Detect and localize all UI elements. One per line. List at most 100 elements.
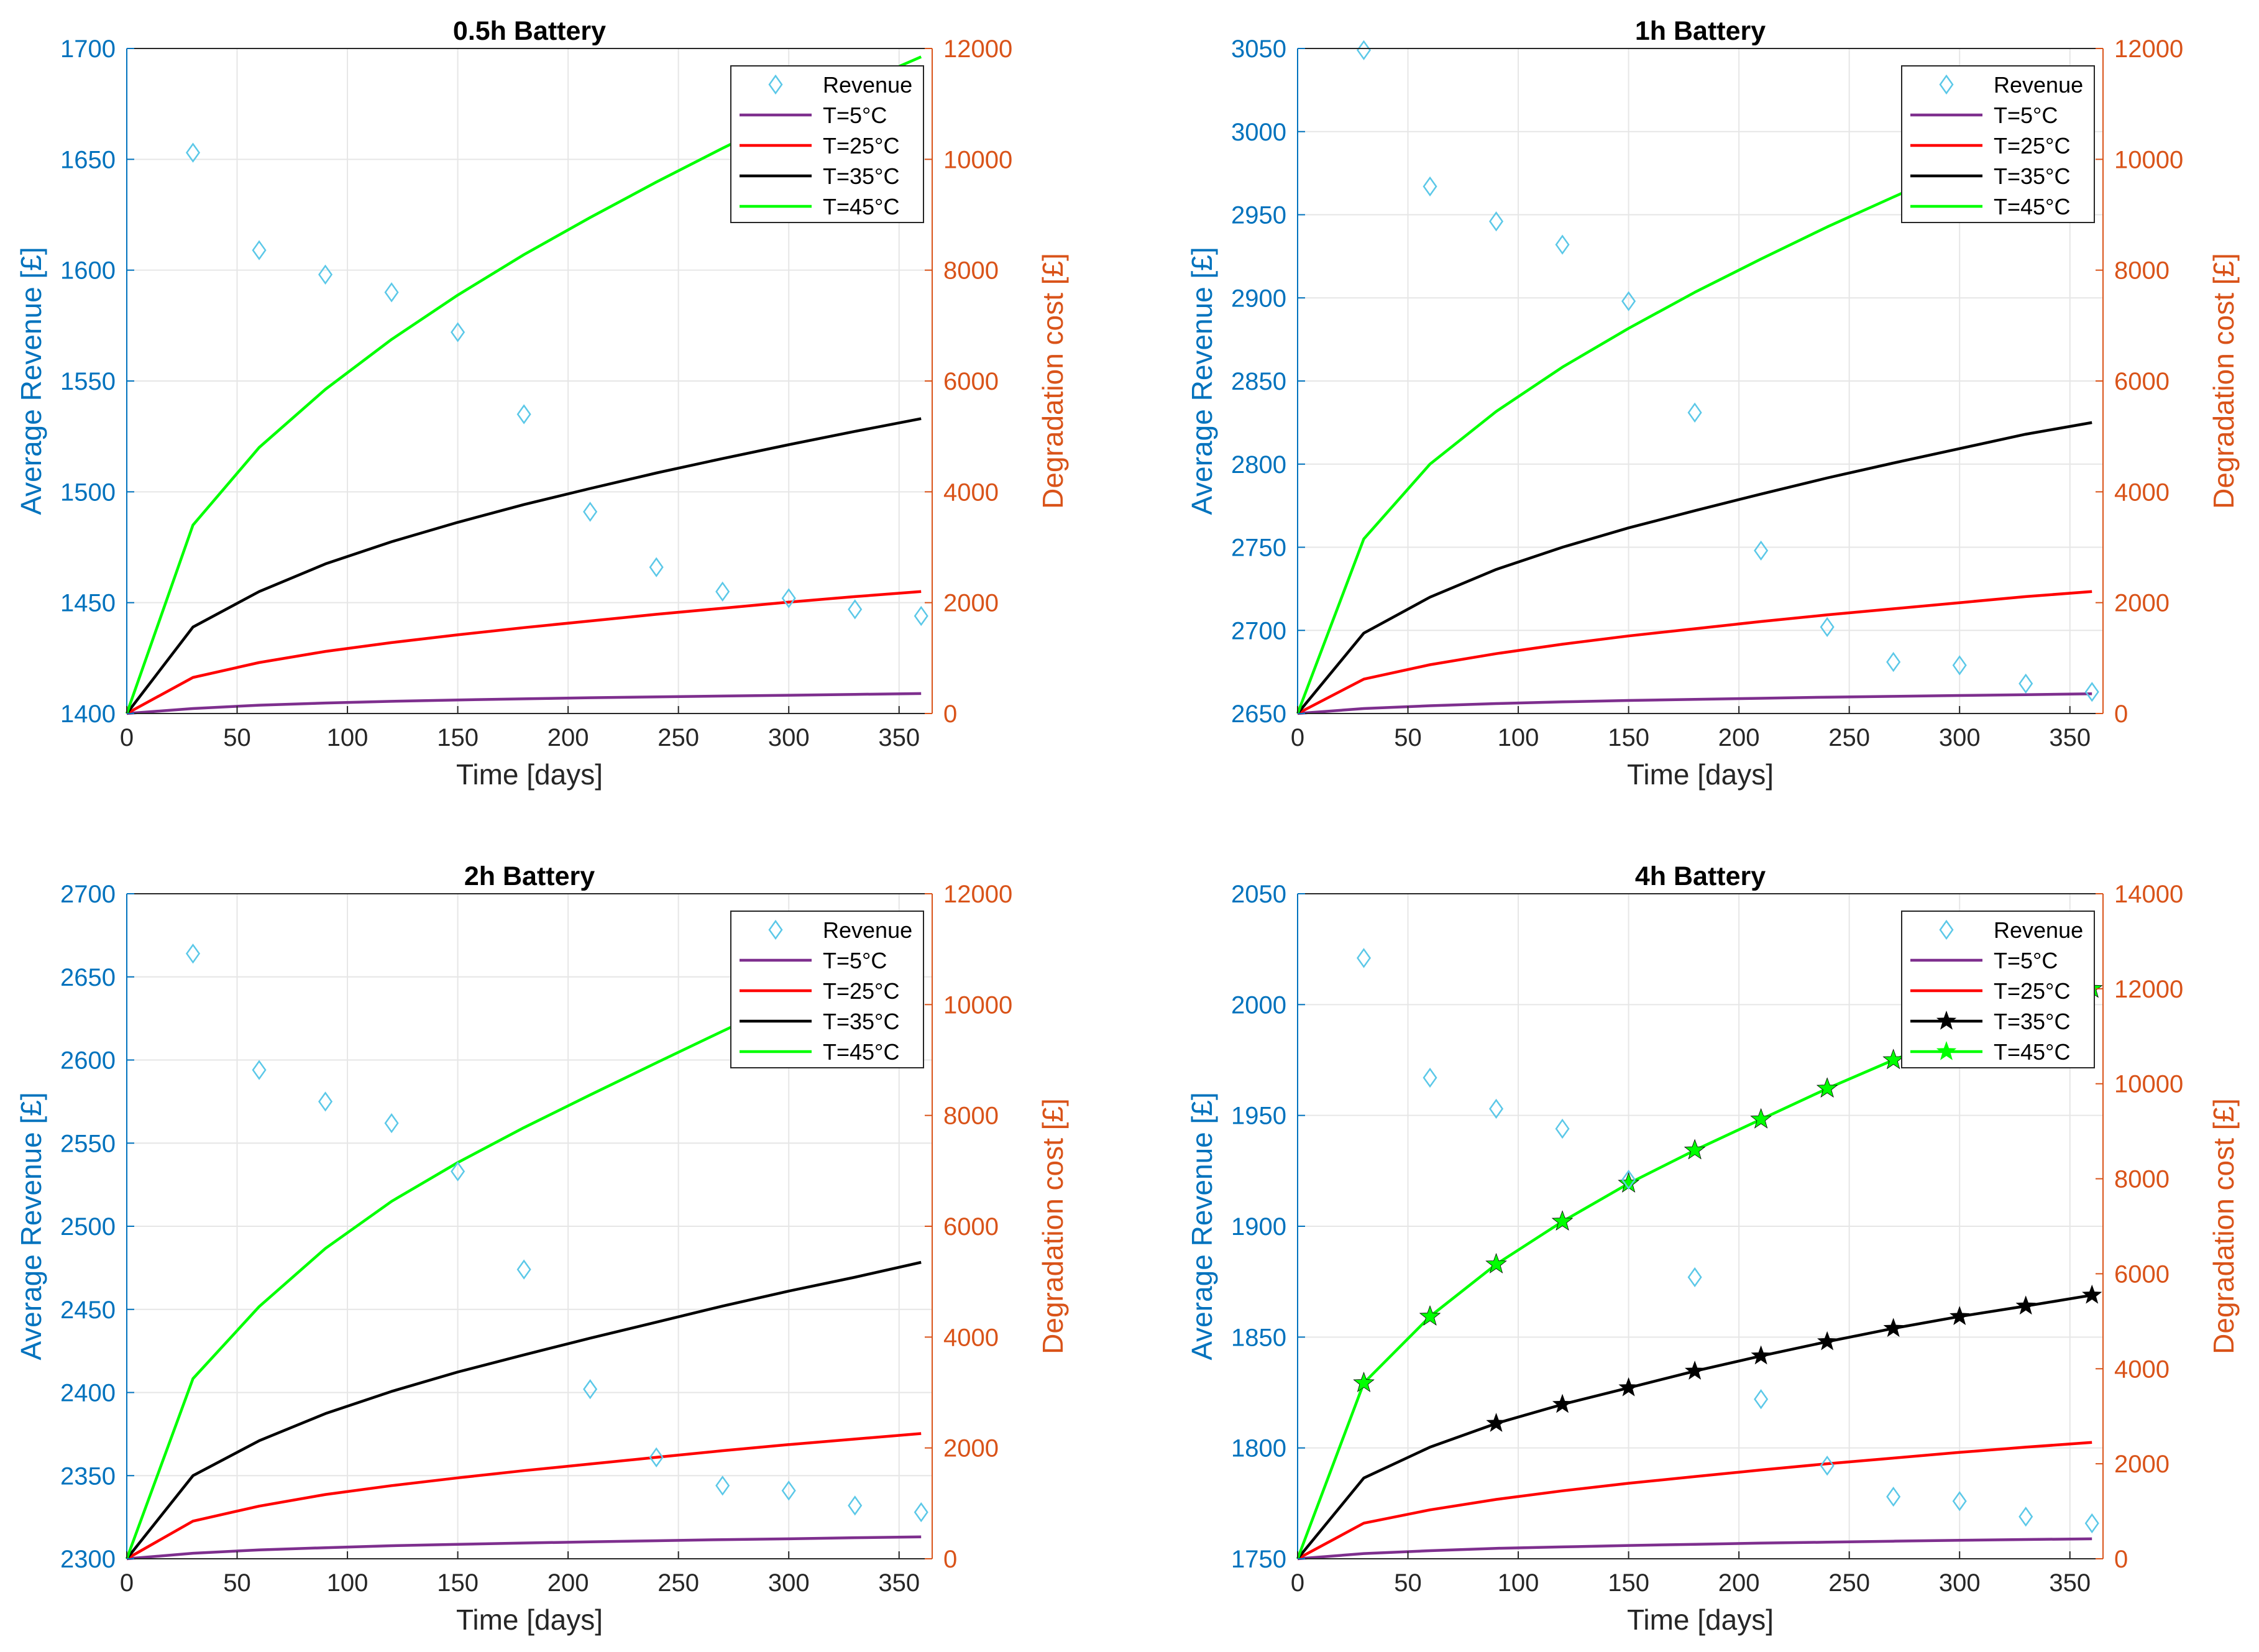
x-tick-label: 0: [1291, 724, 1304, 751]
y-left-tick-label: 1950: [1231, 1103, 1286, 1130]
y-left-tick-label: 2300: [60, 1546, 116, 1573]
y-right-axis-label: Degradation cost [£]: [2207, 1098, 2240, 1354]
y-right-tick-label: 4000: [943, 479, 999, 506]
series-marker: [1950, 1306, 1970, 1325]
legend-revenue-marker: [768, 74, 783, 95]
x-tick-label: 50: [1394, 1569, 1422, 1597]
series-marker: [1883, 1318, 1904, 1338]
series-marker: [1750, 1108, 1772, 1129]
series-marker: [1817, 1331, 1838, 1351]
revenue-point: [1952, 1491, 1967, 1512]
x-tick-label: 300: [1939, 724, 1981, 751]
y-left-tick-label: 2550: [60, 1130, 116, 1157]
y-right-tick-label: 10000: [943, 146, 1012, 173]
y-left-tick-label: 2500: [60, 1213, 116, 1241]
y-left-tick-label: 2650: [1231, 700, 1286, 728]
series-marker: [1419, 1305, 1441, 1326]
legend-label: T=45°C: [823, 194, 899, 219]
revenue-point: [1820, 617, 1835, 638]
revenue-point: [516, 1259, 531, 1280]
legend-label: T=45°C: [1994, 1039, 2070, 1065]
legend: Revenue T=5°C T=25°C T=35°C T=45°C: [1901, 65, 2095, 223]
y-right-tick-label: 10000: [2114, 1071, 2183, 1098]
y-left-tick-label: 1450: [60, 590, 116, 617]
y-left-tick-label: 2450: [60, 1296, 116, 1324]
y-right-tick-label: 10000: [2114, 146, 2183, 173]
x-tick-label: 150: [437, 724, 479, 751]
legend-label: Revenue: [1994, 72, 2083, 98]
series-marker: [1684, 1139, 1706, 1160]
y-left-tick-label: 1900: [1231, 1213, 1286, 1241]
y-right-axis-label: Degradation cost [£]: [1037, 253, 1069, 509]
y-right-tick-label: 4000: [2114, 479, 2170, 506]
revenue-point: [2018, 673, 2033, 694]
y-right-tick-label: 6000: [2114, 1260, 2170, 1288]
chart-panel-2: 0 50 100 150 200 250 300 350 2300 2350 2400 2450 250…: [15, 861, 1069, 1636]
revenue-point: [516, 404, 531, 424]
y-left-tick-label: 2800: [1231, 451, 1286, 479]
chart-panel-1: 0 50 100 150 200 250 300 350 2650 2700 2750 2800 285…: [1186, 16, 2240, 791]
series-line-2: [126, 1260, 922, 1560]
x-tick-label: 50: [1394, 724, 1422, 751]
legend: Revenue T=5°C T=25°C T=35°C T=45°C: [730, 911, 924, 1068]
legend-label: T=5°C: [1994, 103, 2058, 128]
x-axis-label: Time [days]: [456, 758, 603, 791]
y-right-tick-label: 2000: [943, 1435, 999, 1462]
revenue-point: [848, 599, 863, 620]
revenue-point: [1423, 1067, 1437, 1088]
revenue-point: [583, 502, 598, 522]
y-right-tick-label: 12000: [2114, 976, 2183, 1003]
y-left-tick-label: 1650: [60, 146, 116, 173]
revenue-point: [318, 1091, 333, 1112]
revenue-point: [2084, 682, 2099, 702]
x-tick-label: 200: [1718, 724, 1760, 751]
legend-label: T=35°C: [823, 1009, 899, 1034]
x-tick-label: 150: [1608, 724, 1649, 751]
series-line-1: [126, 1432, 922, 1560]
legend-label: T=35°C: [1994, 163, 2070, 189]
legend-label: T=35°C: [1994, 1009, 2070, 1034]
revenue-point: [451, 322, 465, 342]
revenue-point: [1489, 1098, 1504, 1119]
y-left-tick-label: 1600: [60, 257, 116, 285]
y-left-tick-label: 2950: [1231, 202, 1286, 229]
series-marker: [1353, 1372, 1375, 1392]
series-marker: [1485, 1252, 1507, 1273]
y-right-tick-label: 0: [943, 700, 957, 728]
y-left-tick-label: 2050: [1231, 881, 1286, 908]
y-left-tick-label: 1550: [60, 368, 116, 395]
series-marker: [1882, 1049, 1904, 1070]
revenue-point: [384, 282, 399, 303]
y-left-tick-label: 1800: [1231, 1435, 1286, 1462]
legend-label: T=5°C: [823, 948, 887, 973]
x-tick-label: 150: [1608, 1569, 1649, 1597]
x-tick-label: 350: [878, 724, 920, 751]
revenue-point: [2084, 1513, 2099, 1534]
legend-revenue-marker: [1939, 919, 1954, 940]
series-line-0: [1297, 1537, 2092, 1561]
y-left-tick-label: 2600: [60, 1047, 116, 1075]
revenue-point: [914, 1502, 928, 1523]
legend-revenue-marker: [1939, 74, 1954, 95]
legend-label: T=25°C: [823, 978, 899, 1004]
y-right-tick-label: 12000: [2114, 35, 2183, 63]
x-tick-label: 350: [2049, 724, 2091, 751]
y-right-tick-label: 2000: [943, 590, 999, 617]
y-left-tick-label: 3000: [1231, 119, 1286, 146]
y-left-axis-label: Average Revenue [£]: [1186, 247, 1218, 515]
legend-label: T=5°C: [1994, 948, 2058, 973]
x-tick-label: 250: [1828, 1569, 1870, 1597]
chart-title: 4h Battery: [1635, 861, 1766, 891]
x-tick-label: 350: [2049, 1569, 2091, 1597]
y-left-tick-label: 2000: [1231, 991, 1286, 1019]
y-right-tick-label: 0: [2114, 1546, 2128, 1573]
legend-star-marker: [1936, 1011, 1957, 1030]
y-left-tick-label: 1500: [60, 479, 116, 506]
y-left-tick-label: 1400: [60, 700, 116, 728]
x-tick-label: 150: [437, 1569, 479, 1597]
series-marker: [1552, 1393, 1573, 1413]
y-right-tick-label: 12000: [943, 881, 1012, 908]
y-left-axis-label: Average Revenue [£]: [15, 1092, 47, 1360]
y-left-tick-label: 1700: [60, 35, 116, 63]
